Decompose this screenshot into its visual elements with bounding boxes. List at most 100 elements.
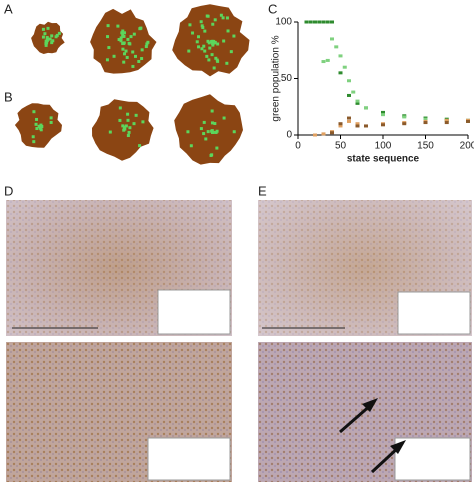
green-cell (131, 64, 135, 68)
green-cell (128, 126, 132, 130)
green-cell (207, 41, 211, 45)
y-tick-label: 50 (281, 73, 293, 84)
green-cell (125, 55, 129, 59)
green-cell (214, 56, 218, 60)
x-tick-label: 100 (375, 141, 392, 152)
green-cell (210, 109, 214, 113)
green-cell (212, 39, 216, 43)
blobs (14, 4, 250, 165)
histology-e (258, 200, 472, 482)
point (347, 119, 351, 123)
green-cell (112, 54, 116, 58)
green-cell (202, 132, 206, 136)
green-cell (122, 128, 126, 132)
green-cell (225, 16, 229, 20)
histology-d (6, 200, 232, 482)
green-cell (51, 39, 55, 43)
green-cell (44, 43, 48, 47)
x-tick-label: 200 (460, 141, 474, 152)
green-cell (215, 146, 219, 150)
point (330, 37, 334, 41)
point (313, 20, 317, 24)
point (342, 65, 347, 69)
green-cell (118, 106, 122, 110)
green-cell (49, 116, 53, 120)
green-cell (43, 32, 47, 36)
green-cell (122, 125, 126, 129)
green-cell (207, 58, 211, 62)
green-cell (200, 47, 204, 51)
chart: 0 50 100 0 50 100 150 200 state sequence green po… (271, 17, 474, 165)
point (325, 58, 330, 62)
green-cell (49, 120, 53, 124)
green-cell (221, 16, 225, 20)
x-tick-label: 0 (295, 141, 301, 152)
green-cell (126, 134, 130, 138)
panel-label: A (4, 1, 13, 16)
green-cell (121, 124, 125, 128)
green-cell (117, 38, 121, 42)
green-cell (121, 33, 125, 37)
point (444, 121, 449, 125)
green-cell (203, 29, 207, 33)
green-cell (134, 113, 138, 117)
point (381, 110, 385, 114)
green-cell (118, 118, 122, 122)
green-cell (40, 125, 44, 129)
green-cell (188, 23, 192, 27)
point (347, 93, 351, 97)
green-cell (54, 35, 58, 39)
green-cell (206, 14, 210, 18)
x-tick-label: 50 (335, 141, 347, 152)
y-tick-label: 0 (286, 130, 292, 141)
green-cell (206, 39, 210, 43)
green-cell (119, 36, 123, 40)
point (364, 124, 368, 128)
green-cell (202, 120, 206, 124)
blob (174, 94, 243, 165)
green-cell (140, 57, 144, 61)
point (347, 79, 351, 83)
green-cell (229, 50, 233, 54)
x-axis-label: state sequence (347, 154, 420, 165)
point (466, 119, 470, 123)
green-cell (124, 124, 128, 128)
green-cell (144, 45, 148, 49)
green-cell (222, 116, 226, 120)
green-cell (186, 130, 190, 134)
point (423, 121, 428, 125)
green-cell (50, 41, 54, 45)
point (330, 20, 334, 24)
point (321, 60, 326, 64)
y-tick-label: 100 (275, 17, 292, 28)
green-cell (212, 41, 216, 45)
green-cell (129, 35, 133, 39)
green-cell (38, 126, 42, 130)
point (355, 101, 360, 105)
panel-label: B (4, 89, 13, 104)
green-cell (210, 40, 214, 44)
green-cell (122, 41, 126, 45)
green-cell (44, 40, 48, 44)
point (338, 54, 343, 58)
point (347, 116, 351, 120)
green-cell (140, 48, 144, 52)
point (402, 115, 407, 119)
green-cell (46, 26, 50, 30)
green-cell (197, 35, 201, 39)
green-cell (133, 54, 137, 58)
point (338, 124, 343, 128)
green-cell (127, 130, 131, 134)
green-cell (210, 121, 214, 125)
green-cell (189, 144, 193, 148)
panel-label: E (258, 183, 267, 198)
green-cell (32, 140, 36, 144)
green-cell (145, 42, 149, 46)
green-cell (138, 27, 142, 31)
green-cell (106, 24, 110, 28)
green-cell (41, 27, 45, 31)
green-cell (204, 137, 208, 141)
point (355, 124, 360, 128)
green-cell (225, 61, 229, 65)
